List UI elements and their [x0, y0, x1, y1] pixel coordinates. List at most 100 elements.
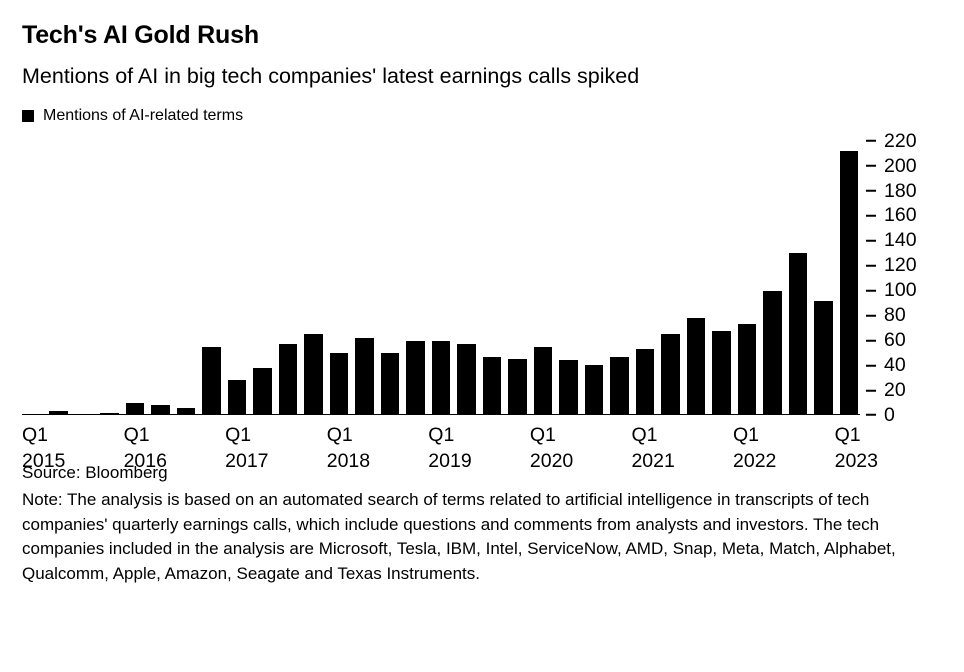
x-tick-q1-2022: Q1 2022	[733, 423, 776, 474]
y-tick-label: 100	[884, 278, 917, 301]
y-tick-mark-icon	[866, 289, 876, 292]
chart-title: Tech's AI Gold Rush	[22, 21, 259, 49]
x-tick-q1-2021: Q1 2021	[631, 423, 674, 474]
y-tick-80: 80	[866, 303, 906, 326]
x-tick-q1-2016: Q1 2016	[124, 423, 167, 474]
y-tick-180: 180	[866, 181, 917, 201]
bar-series	[22, 141, 860, 416]
legend: Mentions of AI-related terms	[22, 107, 942, 125]
x-tick-q1-2020: Q1 2020	[530, 423, 573, 474]
y-axis: 0 20 40 60 80 100 120 140 160 180 200 220	[866, 131, 942, 424]
bar-q1-2022	[737, 324, 757, 416]
bar-q3-2016	[176, 407, 196, 416]
note-text: Note: The analysis is based on an automa…	[22, 489, 896, 583]
bar-q4-2015	[100, 412, 119, 416]
bar-q4-2021	[712, 330, 731, 416]
bar-q4-2017	[304, 334, 323, 416]
y-tick-label: 220	[884, 129, 917, 152]
y-tick-220: 220	[866, 131, 917, 151]
y-tick-label: 20	[884, 378, 906, 401]
bar-q4-2018	[406, 340, 425, 416]
y-tick-mark-icon	[866, 140, 876, 143]
bar-q1-2020	[533, 346, 553, 416]
bar-q2-2019	[457, 344, 476, 416]
x-tick-q1-2018: Q1 2018	[327, 423, 370, 474]
x-axis-line	[22, 414, 860, 416]
y-tick-mark-icon	[866, 389, 876, 392]
bar-q1-2023	[839, 151, 858, 416]
y-tick-mark-icon	[866, 190, 876, 193]
bar-q2-2020	[559, 360, 578, 416]
legend-label: Mentions of AI-related terms	[43, 107, 244, 125]
y-tick-200: 200	[866, 156, 917, 176]
y-tick-mark-icon	[866, 414, 876, 417]
x-tick-quarter: Q1	[733, 424, 760, 447]
y-tick-label: 160	[884, 204, 917, 227]
y-tick-40: 40	[866, 353, 906, 376]
x-axis-labels: Q1 2015 Q1 2016 Q1 2017 Q1 2018 Q1 2019 Q1 2020 Q1 20…	[22, 423, 878, 479]
bar-q3-2021	[686, 318, 706, 416]
y-tick-mark-icon	[866, 239, 876, 242]
x-tick-quarter: Q1	[631, 424, 658, 447]
x-tick-quarter: Q1	[22, 424, 49, 447]
bar-q1-2016	[125, 402, 145, 416]
x-tick-year: 2019	[428, 449, 472, 472]
bar-q1-2018	[329, 352, 349, 416]
bar-q4-2019	[508, 359, 527, 416]
bar-q2-2015	[49, 411, 68, 416]
y-tick-label: 60	[884, 328, 906, 351]
x-tick-year: 2020	[529, 449, 574, 472]
x-tick-q1-2015: Q1 2015	[22, 423, 65, 474]
x-tick-quarter: Q1	[428, 424, 455, 447]
y-tick-100: 100	[866, 278, 917, 301]
chart-subtitle: Mentions of AI in big tech companies' la…	[22, 63, 640, 88]
bar-q3-2018	[380, 352, 400, 416]
x-tick-quarter: Q1	[326, 424, 353, 447]
plot-area: Q1 2015 Q1 2016 Q1 2017 Q1 2018 Q1 2019 Q1 2020 Q1 20…	[22, 141, 878, 472]
x-tick-q1-2017: Q1 2017	[225, 423, 268, 474]
y-tick-label: 80	[884, 303, 906, 326]
bar-chart: Q1 2015 Q1 2016 Q1 2017 Q1 2018 Q1 2019 Q1 2020 Q1 20…	[22, 131, 942, 472]
bar-q3-2022	[788, 253, 808, 416]
x-tick-quarter: Q1	[225, 424, 252, 447]
y-tick-label: 0	[884, 403, 895, 426]
y-tick-label: 140	[884, 229, 917, 252]
x-tick-quarter: Q1	[529, 424, 556, 447]
x-tick-year: 2016	[123, 449, 167, 472]
y-tick-60: 60	[866, 328, 906, 351]
bar-q2-2021	[661, 334, 680, 416]
y-tick-label: 200	[884, 154, 917, 177]
x-tick-year: 2021	[631, 449, 675, 472]
y-tick-mark-icon	[866, 314, 876, 317]
x-tick-q1-2023: Q1 2023	[835, 423, 878, 474]
y-tick-mark-icon	[866, 214, 876, 217]
bar-q2-2017	[253, 367, 272, 416]
chart-footer: Source: Bloomberg Note: The analysis is …	[22, 461, 942, 586]
x-tick-quarter: Q1	[834, 424, 861, 447]
bar-q4-2016	[202, 346, 221, 416]
y-tick-mark-icon	[866, 264, 876, 267]
y-tick-label: 40	[884, 353, 906, 376]
bar-q1-2021	[635, 349, 655, 416]
y-tick-20: 20	[866, 378, 906, 401]
x-tick-year: 2018	[326, 449, 371, 472]
bar-q4-2020	[610, 356, 629, 416]
bar-q1-2019	[431, 340, 451, 416]
bar-q2-2022	[763, 290, 782, 416]
y-tick-mark-icon	[866, 364, 876, 367]
y-tick-0: 0	[866, 405, 895, 425]
x-tick-year: 2023	[834, 449, 878, 472]
source-text: Source: Bloomberg	[22, 463, 168, 483]
y-tick-160: 160	[866, 206, 917, 226]
bar-q2-2016	[151, 405, 170, 416]
y-tick-140: 140	[866, 231, 917, 251]
y-tick-120: 120	[866, 256, 917, 276]
bar-q3-2019	[482, 356, 502, 416]
x-tick-q1-2019: Q1 2019	[428, 423, 471, 474]
x-tick-year: 2015	[22, 449, 66, 472]
x-tick-quarter: Q1	[123, 424, 150, 447]
bar-q4-2022	[814, 300, 833, 416]
bar-q2-2018	[355, 338, 374, 416]
y-tick-label: 180	[884, 179, 917, 202]
